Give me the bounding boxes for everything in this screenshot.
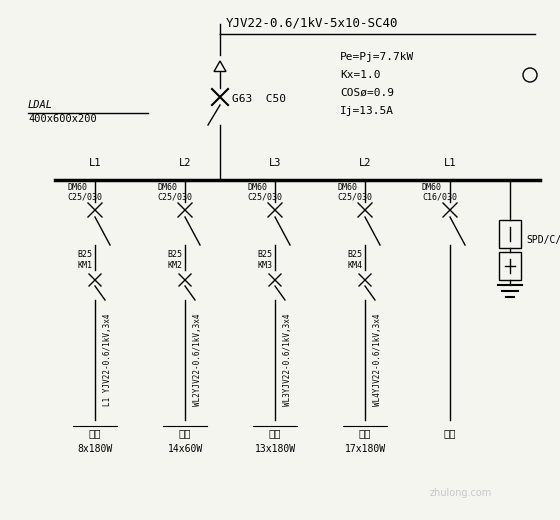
Bar — [499, 252, 521, 280]
Text: L2: L2 — [179, 158, 192, 168]
Text: 400x600x200: 400x600x200 — [28, 114, 97, 124]
Text: DM60: DM60 — [337, 183, 357, 192]
Text: COSø=0.9: COSø=0.9 — [340, 88, 394, 98]
Text: KM2: KM2 — [167, 261, 182, 270]
Text: SPD/C/TN/4N: SPD/C/TN/4N — [526, 235, 560, 245]
Text: 14x60W: 14x60W — [167, 444, 203, 454]
Text: DM60: DM60 — [422, 183, 442, 192]
Text: C25/030: C25/030 — [67, 193, 102, 202]
Text: YJV22-0.6/1kV-5x10-SC40: YJV22-0.6/1kV-5x10-SC40 — [226, 17, 399, 30]
Text: 13x180W: 13x180W — [254, 444, 296, 454]
Text: B25: B25 — [257, 250, 272, 259]
Text: DM60: DM60 — [67, 183, 87, 192]
Text: WL4YJV22-0.6/1kV,3x4: WL4YJV22-0.6/1kV,3x4 — [373, 314, 382, 406]
Text: C16/030: C16/030 — [422, 193, 457, 202]
Text: WL3YJV22-0.6/1kV,3x4: WL3YJV22-0.6/1kV,3x4 — [283, 314, 292, 406]
Text: Kx=1.0: Kx=1.0 — [340, 70, 380, 80]
Text: C25/030: C25/030 — [247, 193, 282, 202]
Text: DM60: DM60 — [157, 183, 177, 192]
Text: L1 YJV22-0.6/1kV,3x4: L1 YJV22-0.6/1kV,3x4 — [103, 314, 112, 406]
Text: B25: B25 — [347, 250, 362, 259]
Text: 备用: 备用 — [444, 428, 456, 438]
Text: B25: B25 — [167, 250, 182, 259]
Text: 路灯: 路灯 — [179, 428, 192, 438]
Text: WL2YJV22-0.6/1kV,3x4: WL2YJV22-0.6/1kV,3x4 — [193, 314, 202, 406]
Text: G63  C50: G63 C50 — [232, 94, 286, 104]
Text: KM3: KM3 — [257, 261, 272, 270]
Text: zhulong.com: zhulong.com — [430, 488, 492, 498]
Text: 路灯: 路灯 — [359, 428, 371, 438]
Text: 8x180W: 8x180W — [77, 444, 113, 454]
Text: DM60: DM60 — [247, 183, 267, 192]
Text: L3: L3 — [269, 158, 281, 168]
Bar — [499, 220, 521, 248]
Text: L1: L1 — [444, 158, 456, 168]
Text: 17x180W: 17x180W — [344, 444, 386, 454]
Text: Ij=13.5A: Ij=13.5A — [340, 106, 394, 116]
Text: KM1: KM1 — [77, 261, 92, 270]
Text: C25/030: C25/030 — [157, 193, 192, 202]
Text: L2: L2 — [359, 158, 371, 168]
Text: LDAL: LDAL — [28, 100, 53, 110]
Text: L1: L1 — [88, 158, 101, 168]
Text: Pe=Pj=7.7kW: Pe=Pj=7.7kW — [340, 52, 414, 62]
Text: 路灯: 路灯 — [269, 428, 281, 438]
Text: KM4: KM4 — [347, 261, 362, 270]
Text: C25/030: C25/030 — [337, 193, 372, 202]
Text: 路灯: 路灯 — [88, 428, 101, 438]
Text: B25: B25 — [77, 250, 92, 259]
